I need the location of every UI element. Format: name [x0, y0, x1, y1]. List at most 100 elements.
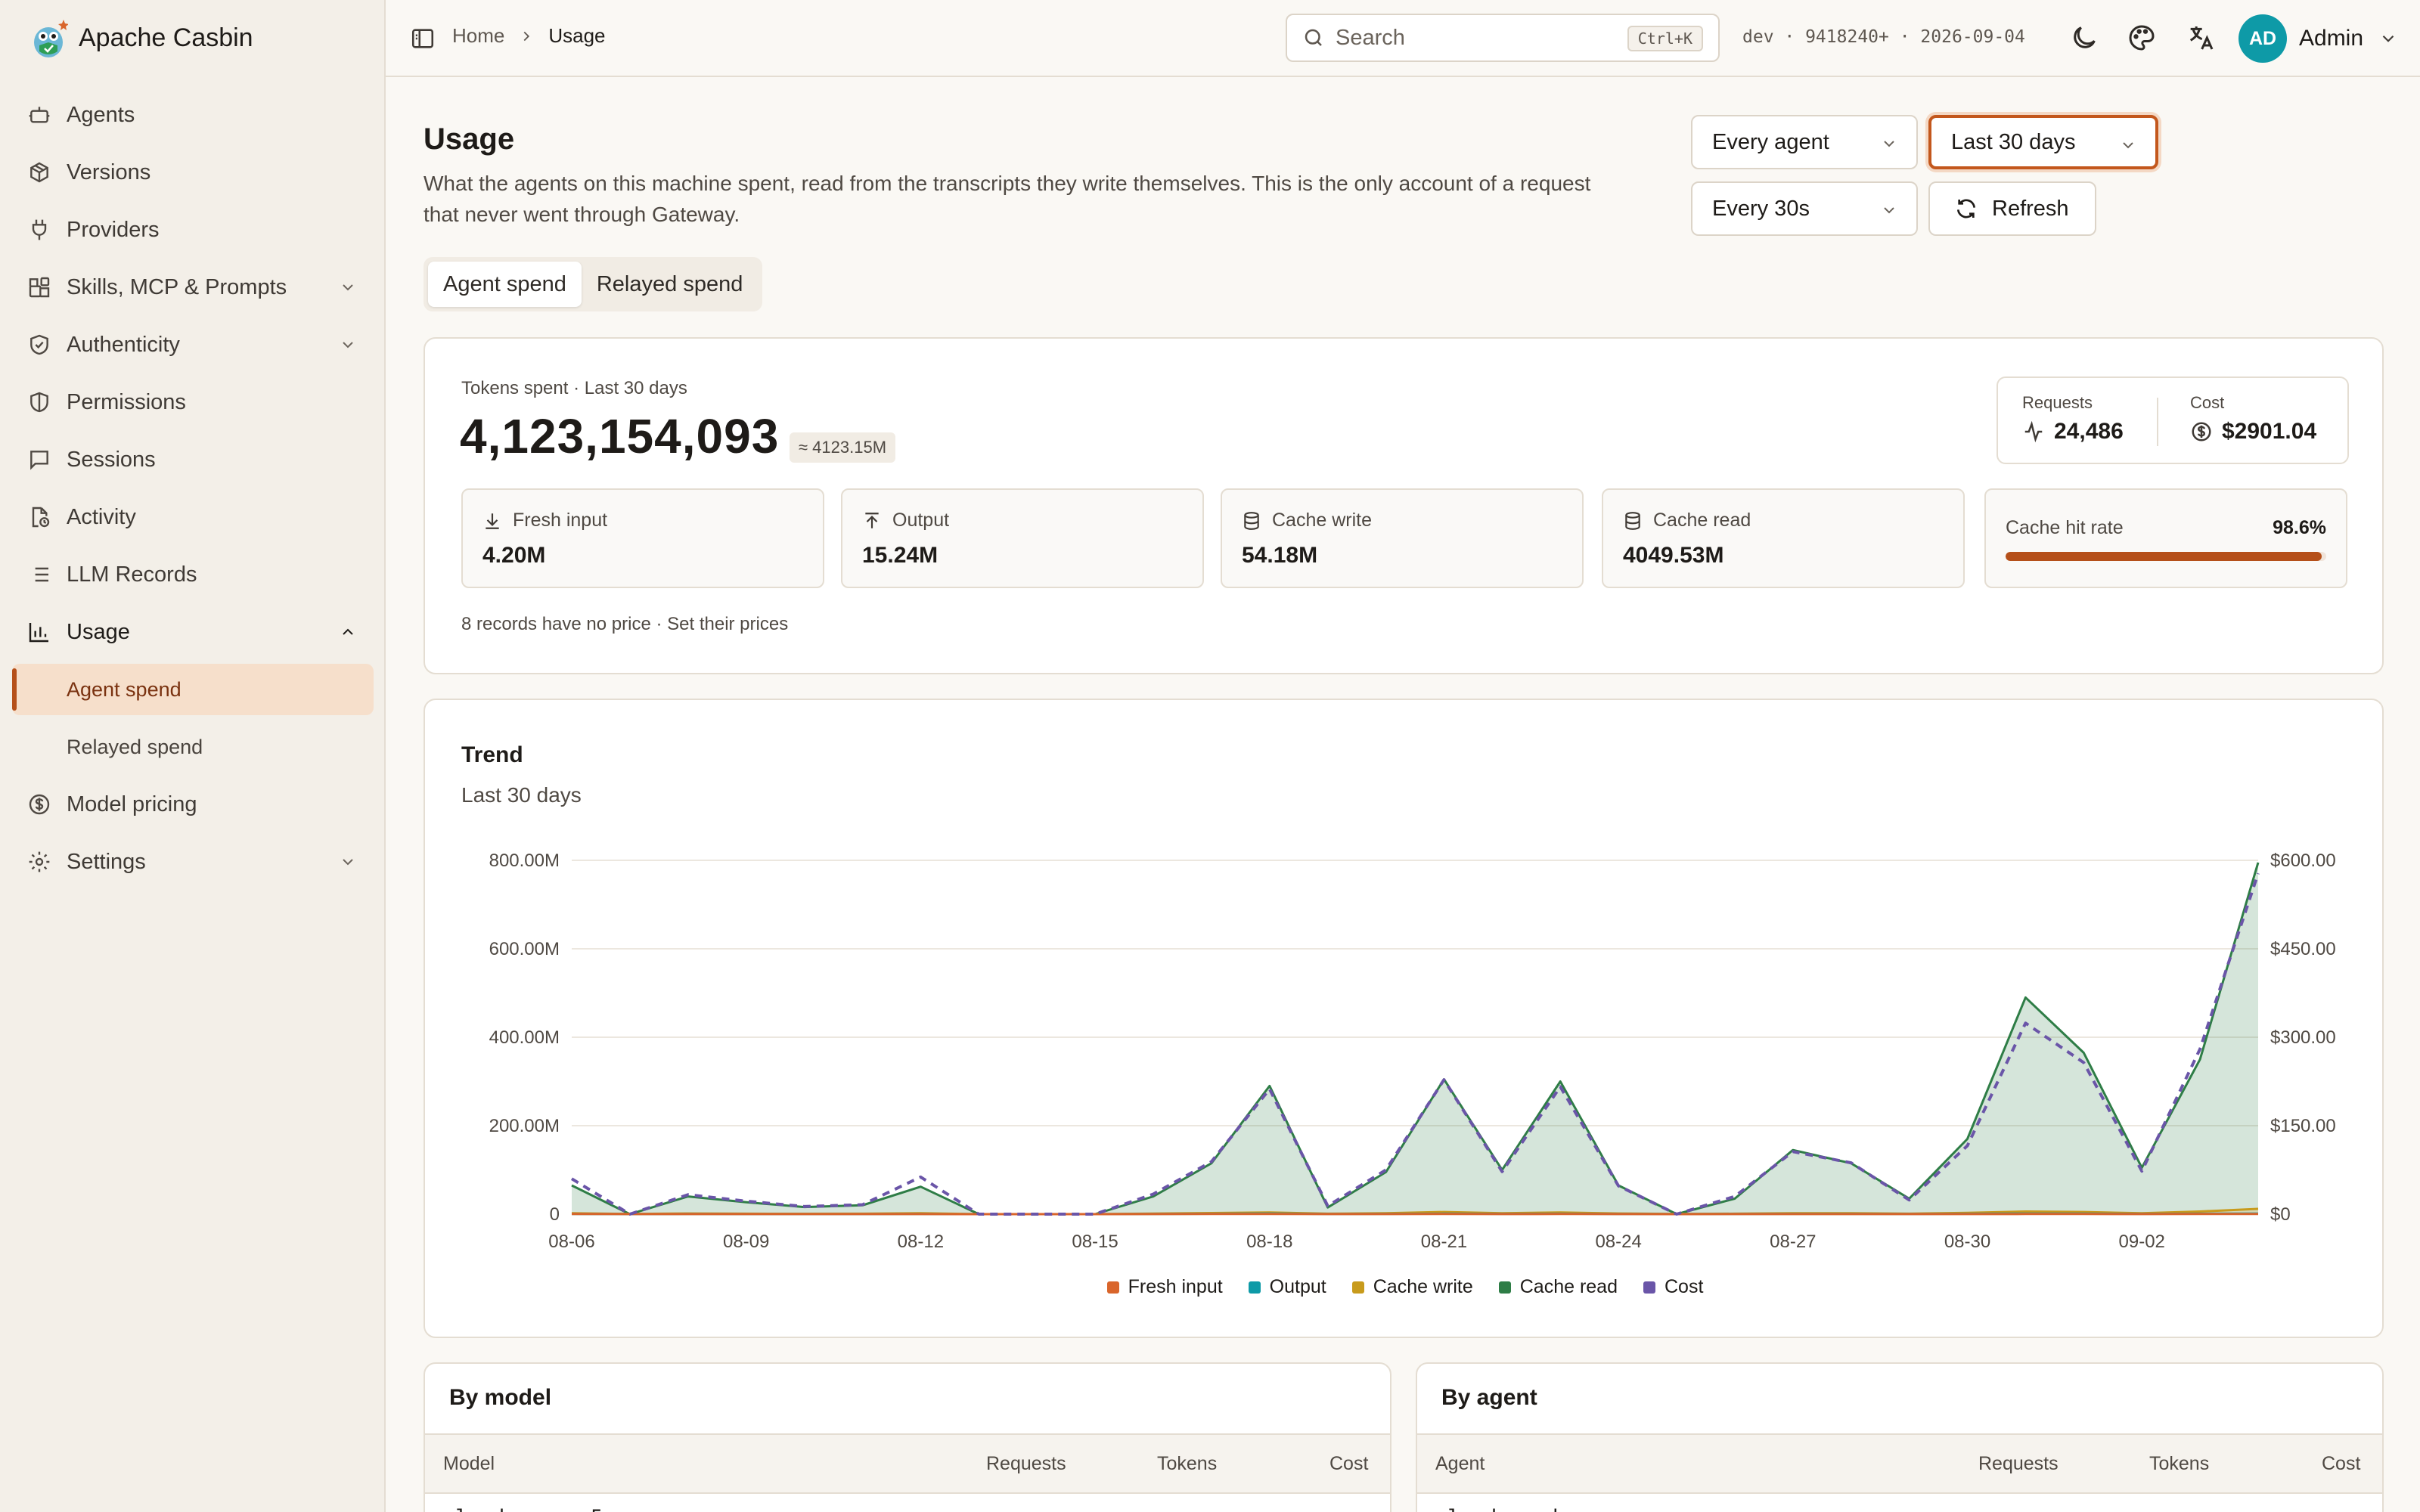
refresh-button[interactable]: Refresh — [1928, 181, 2096, 236]
metric-label: Output — [892, 510, 950, 531]
moon-icon[interactable] — [2069, 23, 2099, 53]
trend-card: 0 200.00M 400.00M 600.00M 800.00M $0 $150.00 $3… — [424, 699, 2384, 1338]
sidebar-item-authenticity[interactable]: Authenticity — [12, 319, 374, 370]
column-header-requests[interactable]: Requests — [986, 1453, 1066, 1474]
tokens-approx-badge: ≈ 4123.15M — [790, 432, 896, 463]
metric-value: 4049.53M — [1623, 543, 1724, 568]
brand-name: Apache Casbin — [79, 23, 253, 52]
package-icon — [30, 162, 48, 183]
bot-icon — [29, 107, 50, 123]
sidebar-item-activity[interactable]: Activity — [12, 491, 374, 543]
gear-icon — [29, 851, 50, 872]
sidebar-toggle-icon[interactable] — [410, 26, 436, 51]
breadcrumb-home[interactable]: Home — [452, 24, 505, 47]
metric-label: Fresh input — [513, 510, 608, 531]
database-icon — [1625, 511, 1640, 530]
x-tick-label: 08-30 — [1944, 1232, 1990, 1252]
column-header-agent[interactable]: Agent — [1435, 1453, 1485, 1474]
breadcrumb: Home Usage — [452, 24, 606, 48]
divider — [2157, 398, 2158, 446]
chevron-up-icon — [343, 628, 353, 635]
trend-chart: 0 200.00M 400.00M 600.00M 800.00M $0 $150.00 $3… — [489, 850, 2336, 1252]
column-header-cost[interactable]: Cost — [2322, 1453, 2361, 1474]
sidebar-item-providers[interactable]: Providers — [12, 204, 374, 256]
search-box[interactable]: Ctrl+K — [1286, 14, 1720, 62]
table-row[interactable]: claude-opus-5 — [425, 1495, 1390, 1512]
trend-title: Trend — [461, 742, 523, 767]
legend-item[interactable]: Cost — [1643, 1276, 1703, 1298]
legend-label: Cache write — [1373, 1276, 1473, 1297]
sidebar-item-label: Sessions — [67, 447, 156, 472]
sidebar-subitem-relayed-spend[interactable]: Relayed spend — [12, 721, 374, 773]
legend-item[interactable]: Fresh input — [1106, 1276, 1223, 1298]
table-row[interactable]: claude-code — [1417, 1495, 2382, 1512]
metric-cache-read: Cache read 4049.53M — [1602, 488, 1965, 588]
chevron-down-icon — [343, 342, 353, 349]
sidebar-item-sessions[interactable]: Sessions — [12, 434, 374, 485]
sidebar-item-usage[interactable]: Usage — [12, 606, 374, 658]
line-cost — [570, 872, 2260, 1216]
sidebar-item-label: LLM Records — [67, 562, 197, 587]
legend-label: Output — [1269, 1276, 1326, 1297]
metric-fresh-input: Fresh input 4.20M — [461, 488, 824, 588]
legend-item[interactable]: Cache write — [1351, 1276, 1473, 1298]
area-cache-read — [572, 862, 2258, 1214]
legend-item[interactable]: Cache read — [1498, 1276, 1618, 1298]
range-filter-select[interactable]: Last 30 days — [1928, 115, 2158, 169]
column-header-requests[interactable]: Requests — [1978, 1453, 2059, 1474]
tab-relayed-spend[interactable]: Relayed spend — [596, 271, 743, 296]
page-title: Usage — [424, 122, 515, 156]
y-left-tick-label: 0 — [550, 1204, 560, 1225]
agent-filter-select[interactable]: Every agent — [1691, 115, 1918, 169]
sidebar-item-label: Versions — [67, 160, 151, 184]
sidebar-item-skills[interactable]: Skills, MCP & Prompts — [12, 262, 374, 313]
tokens-total: 4,123,154,093 — [460, 409, 780, 463]
by-agent-title: By agent — [1441, 1385, 1537, 1410]
y-right-tick-label: $150.00 — [2270, 1116, 2336, 1136]
sidebar-item-llm-records[interactable]: LLM Records — [12, 549, 374, 600]
translate-icon[interactable] — [2186, 23, 2216, 53]
y-right-tick-label: $300.00 — [2270, 1027, 2336, 1048]
agent-name-cell: claude-code — [1435, 1506, 1571, 1512]
refresh-interval-select[interactable]: Every 30s — [1691, 181, 1918, 236]
column-header-model[interactable]: Model — [443, 1453, 495, 1474]
sidebar-item-label: Usage — [67, 619, 130, 644]
column-header-tokens[interactable]: Tokens — [2149, 1453, 2210, 1474]
sidebar-item-model-pricing[interactable]: Model pricing — [12, 779, 374, 830]
by-model-card: By model Model Requests Tokens Cost clau… — [424, 1362, 1392, 1512]
upload-icon — [865, 512, 879, 528]
brand[interactable]: Apache Casbin — [30, 15, 253, 60]
requests-stat: Requests 24,486 — [2022, 393, 2124, 445]
tab-agent-spend[interactable]: Agent spend — [428, 262, 582, 307]
agent-filter-value: Every agent — [1712, 129, 1829, 154]
metric-value: 54.18M — [1242, 543, 1318, 568]
legend-swatch — [1248, 1281, 1261, 1294]
sidebar-item-agents[interactable]: Agents — [12, 89, 374, 141]
by-agent-card: By agent Agent Requests Tokens Cost clau… — [1416, 1362, 2384, 1512]
cost-label: Cost — [2190, 393, 2225, 412]
x-tick-label: 08-12 — [898, 1232, 944, 1252]
cost-stat: Cost $2901.04 — [2190, 393, 2316, 445]
sidebar-item-settings[interactable]: Settings — [12, 836, 374, 888]
list-icon — [30, 567, 48, 582]
user-menu[interactable]: AD Admin — [2238, 14, 2398, 64]
sidebar-subitem-agent-spend[interactable]: Agent spend — [12, 664, 374, 715]
sidebar-item-permissions[interactable]: Permissions — [12, 376, 374, 428]
database-icon — [1244, 511, 1259, 530]
palette-icon[interactable] — [2127, 23, 2157, 53]
legend-item[interactable]: Output — [1248, 1276, 1326, 1298]
sidebar-item-label: Model pricing — [67, 792, 197, 816]
no-price-note[interactable]: 8 records have no price · Set their pric… — [461, 614, 789, 634]
column-header-cost[interactable]: Cost — [1329, 1453, 1369, 1474]
plug-icon — [32, 219, 47, 240]
casbin-logo-icon — [34, 20, 68, 57]
x-tick-label: 08-24 — [1595, 1232, 1641, 1252]
sidebar-item-versions[interactable]: Versions — [12, 147, 374, 198]
search-shortcut: Ctrl+K — [1627, 26, 1703, 51]
column-header-tokens[interactable]: Tokens — [1157, 1453, 1218, 1474]
search-input[interactable] — [1336, 25, 1623, 51]
metric-cache-write: Cache write 54.18M — [1221, 488, 1584, 588]
legend-label: Cache read — [1519, 1276, 1618, 1297]
range-filter-value: Last 30 days — [1951, 129, 2076, 154]
legend-swatch — [1498, 1281, 1511, 1294]
